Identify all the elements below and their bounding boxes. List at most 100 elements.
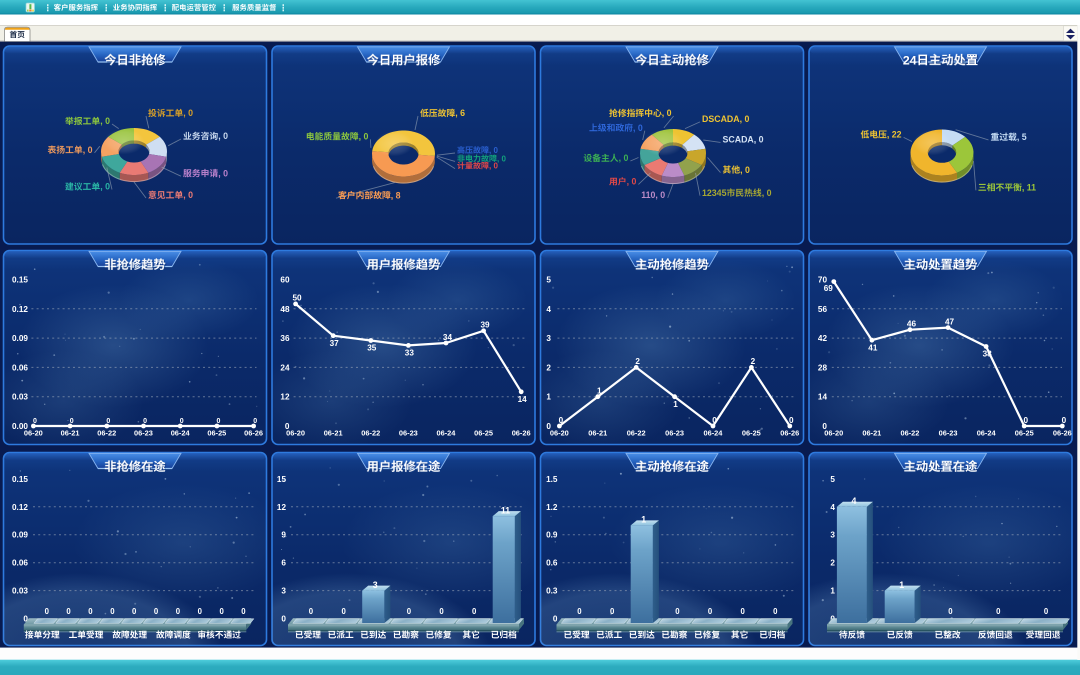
svg-text:, 0: , 0 <box>489 162 498 171</box>
svg-text:0.09: 0.09 <box>12 531 28 540</box>
svg-text:, 6: , 6 <box>455 108 465 118</box>
svg-text:0: 0 <box>708 607 713 616</box>
svg-text:2: 2 <box>751 357 756 366</box>
svg-text:, 0: , 0 <box>100 182 110 192</box>
svg-text:06-22: 06-22 <box>627 429 646 438</box>
svg-text:4: 4 <box>830 503 835 512</box>
svg-text:9: 9 <box>281 531 286 540</box>
svg-text:, 0: , 0 <box>83 145 93 155</box>
svg-text:2: 2 <box>830 559 835 568</box>
svg-text:06-23: 06-23 <box>399 429 418 438</box>
svg-text:34: 34 <box>443 333 453 342</box>
svg-text:56: 56 <box>818 305 828 314</box>
svg-text:1.2: 1.2 <box>546 503 558 512</box>
svg-text:, 0: , 0 <box>489 146 498 155</box>
svg-text:0: 0 <box>241 607 246 616</box>
svg-text:35: 35 <box>367 344 377 353</box>
svg-text:0: 0 <box>281 615 286 624</box>
svg-text:36: 36 <box>280 334 290 343</box>
svg-text:06-21: 06-21 <box>588 429 607 438</box>
svg-text:2: 2 <box>635 357 640 366</box>
svg-text:0: 0 <box>773 607 778 616</box>
svg-text:1: 1 <box>830 587 835 596</box>
svg-text:0: 0 <box>176 607 181 616</box>
svg-text:0.03: 0.03 <box>12 587 28 596</box>
svg-text:3: 3 <box>281 587 286 596</box>
svg-text:12: 12 <box>280 393 290 402</box>
svg-text:0: 0 <box>439 607 444 616</box>
svg-text:47: 47 <box>945 317 955 326</box>
svg-text:3: 3 <box>830 531 835 540</box>
svg-text:06-20: 06-20 <box>24 429 43 438</box>
svg-text:46: 46 <box>907 320 917 329</box>
svg-text:0: 0 <box>342 607 347 616</box>
svg-text:0: 0 <box>143 418 147 425</box>
svg-text:24: 24 <box>903 53 917 67</box>
svg-text:06-24: 06-24 <box>977 429 997 438</box>
svg-text:0.9: 0.9 <box>546 531 558 540</box>
svg-text:, 8: , 8 <box>391 190 401 200</box>
svg-text:0.12: 0.12 <box>12 503 28 512</box>
svg-text:, 11: , 11 <box>1022 183 1036 193</box>
svg-text:0.03: 0.03 <box>12 393 28 402</box>
svg-text:24: 24 <box>280 363 290 372</box>
svg-text:06-24: 06-24 <box>704 429 724 438</box>
svg-text:06-23: 06-23 <box>134 429 153 438</box>
svg-text:11: 11 <box>501 505 510 515</box>
svg-text:0: 0 <box>154 607 159 616</box>
svg-text:0: 0 <box>1062 416 1067 425</box>
svg-text:0: 0 <box>132 607 137 616</box>
svg-text:06-21: 06-21 <box>324 429 343 438</box>
svg-text:06-20: 06-20 <box>550 429 569 438</box>
svg-text:06-24: 06-24 <box>437 429 457 438</box>
svg-text:0: 0 <box>546 422 551 431</box>
svg-text:06-23: 06-23 <box>939 429 958 438</box>
svg-text:1: 1 <box>899 580 904 590</box>
svg-text:06-22: 06-22 <box>901 429 920 438</box>
svg-text:, 5: , 5 <box>1017 132 1027 142</box>
svg-text:0.3: 0.3 <box>546 587 558 596</box>
svg-text:24: 24 <box>904 54 918 68</box>
svg-text:0.6: 0.6 <box>546 559 558 568</box>
svg-text:14: 14 <box>818 393 828 402</box>
svg-text:, 0: , 0 <box>218 168 228 178</box>
svg-text:0: 0 <box>610 607 615 616</box>
svg-text:06-25: 06-25 <box>742 429 761 438</box>
svg-text:14: 14 <box>518 395 528 404</box>
svg-text:DSCADA, 0: DSCADA, 0 <box>702 114 750 124</box>
svg-text:33: 33 <box>405 349 415 358</box>
svg-text:SCADA, 0: SCADA, 0 <box>723 135 764 145</box>
svg-text:, 0: , 0 <box>183 108 193 118</box>
svg-text:, 0: , 0 <box>183 190 193 200</box>
svg-text:0: 0 <box>253 418 257 425</box>
svg-text:0: 0 <box>1044 607 1049 616</box>
svg-text:0: 0 <box>577 607 582 616</box>
svg-text:69: 69 <box>824 284 834 293</box>
svg-text:, 0: , 0 <box>633 123 643 133</box>
svg-text:1: 1 <box>673 400 678 409</box>
svg-text:1: 1 <box>546 393 551 402</box>
svg-text:0: 0 <box>789 416 794 425</box>
svg-text:0: 0 <box>217 418 221 425</box>
svg-text:0: 0 <box>88 607 93 616</box>
svg-text:4: 4 <box>546 305 551 314</box>
svg-text:3: 3 <box>373 580 378 590</box>
svg-text:0: 0 <box>553 615 558 624</box>
svg-text:0: 0 <box>45 607 50 616</box>
svg-text:38: 38 <box>983 350 993 359</box>
svg-text:1.5: 1.5 <box>546 475 558 484</box>
svg-text:0: 0 <box>309 607 314 616</box>
svg-text:0: 0 <box>198 607 203 616</box>
svg-text:0.06: 0.06 <box>12 363 28 372</box>
svg-text:1: 1 <box>597 387 602 396</box>
svg-text:06-24: 06-24 <box>171 429 191 438</box>
svg-text:06-22: 06-22 <box>361 429 380 438</box>
svg-text:39: 39 <box>481 321 491 330</box>
svg-text:0: 0 <box>33 418 37 425</box>
svg-text:1: 1 <box>641 515 646 525</box>
svg-text:0.15: 0.15 <box>12 475 28 484</box>
svg-text:2: 2 <box>546 363 551 372</box>
svg-text:0: 0 <box>106 418 110 425</box>
svg-text:37: 37 <box>330 339 340 348</box>
svg-text:50: 50 <box>293 294 303 303</box>
